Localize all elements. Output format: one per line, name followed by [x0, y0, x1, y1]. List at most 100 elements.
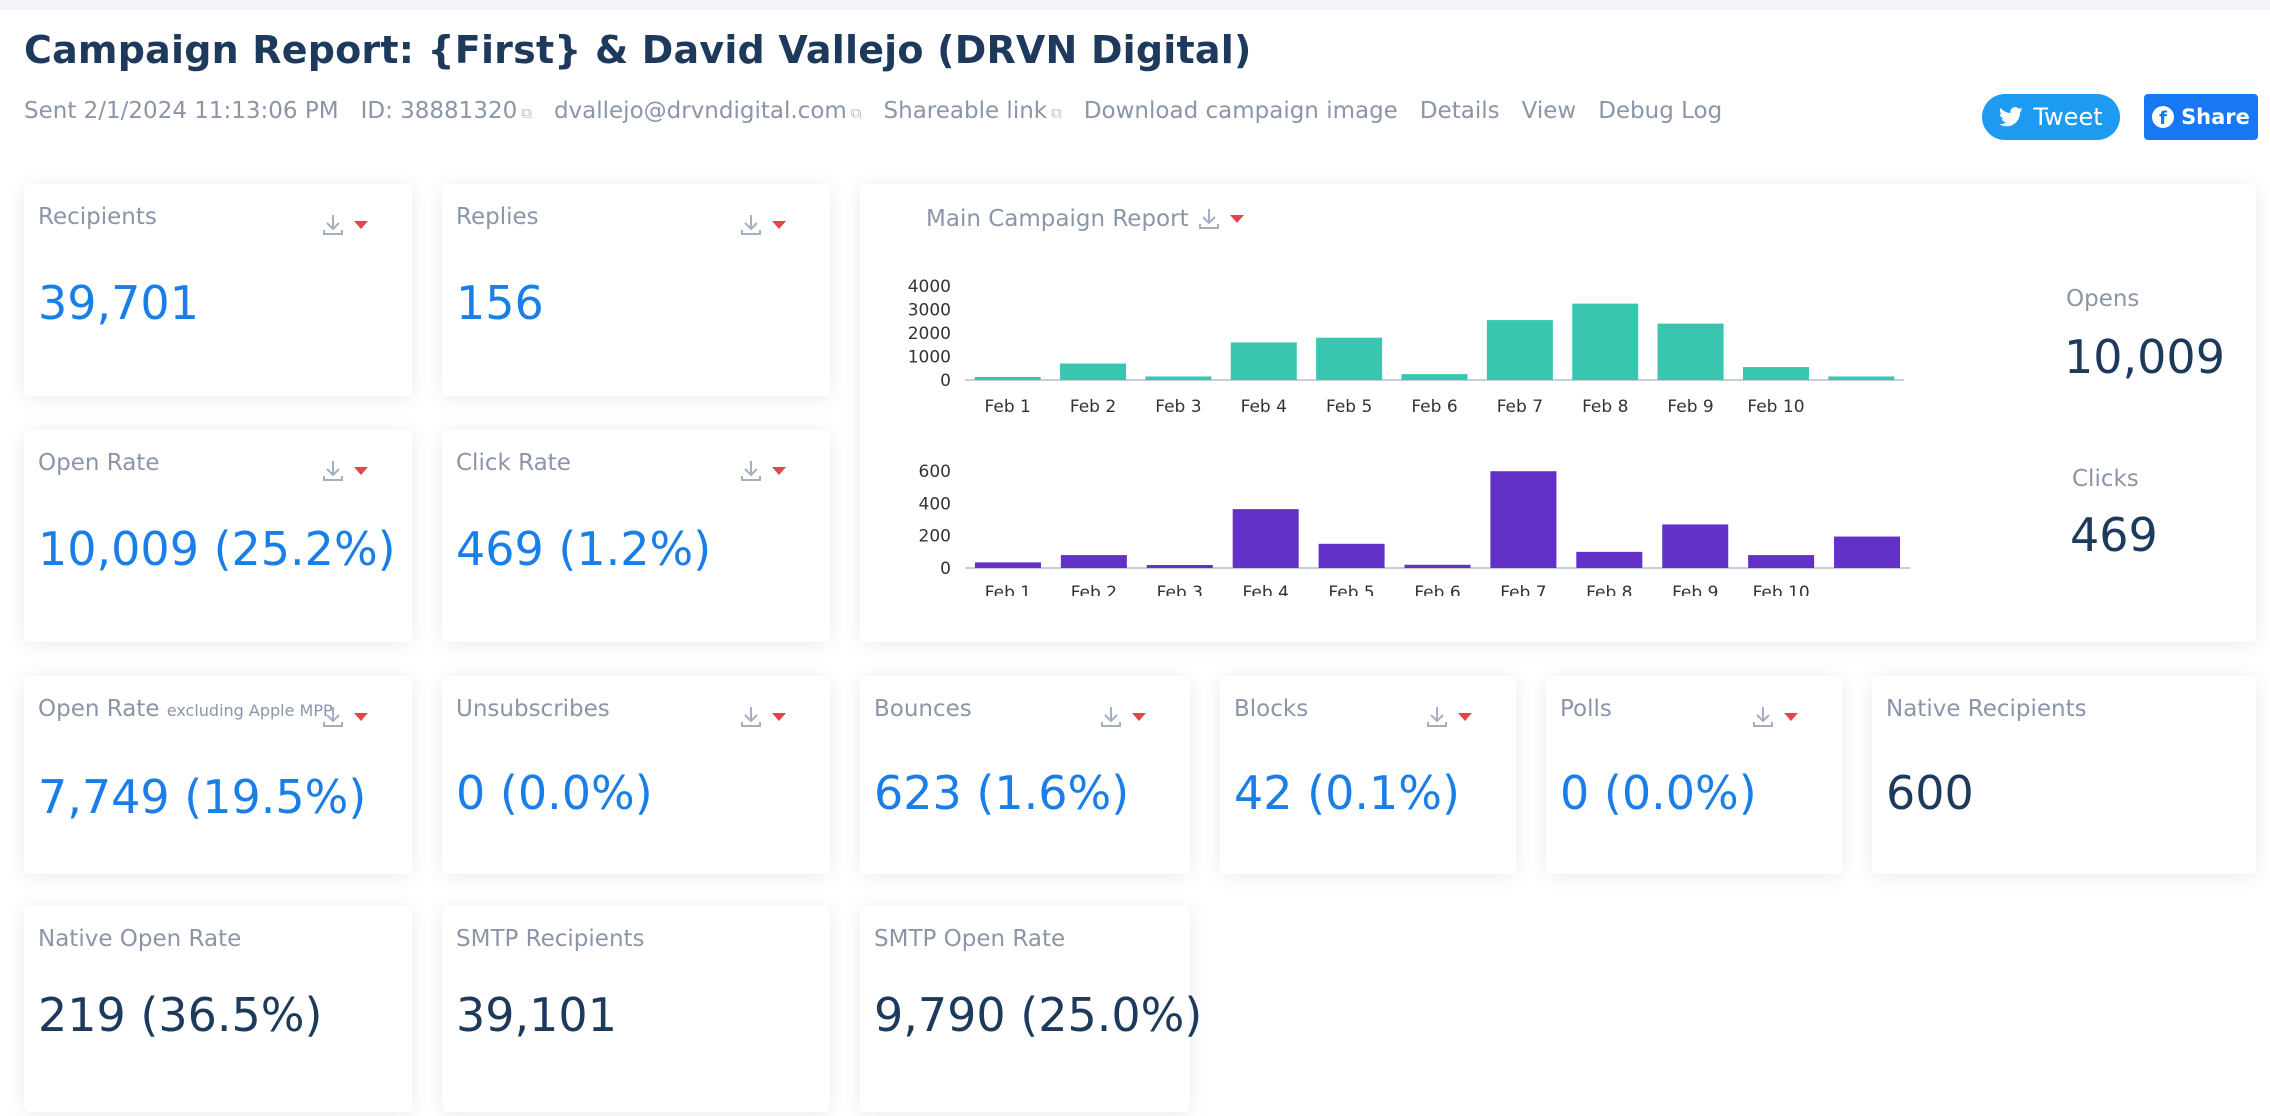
card-value: 623 (1.6%) [874, 766, 1130, 820]
card-tools [320, 212, 368, 238]
view-link[interactable]: View [1521, 98, 1577, 124]
y-tick-label: 400 [919, 494, 951, 514]
tweet-label: Tweet [2033, 103, 2103, 131]
card-tools [738, 458, 786, 484]
bar [1146, 565, 1213, 568]
download-icon[interactable] [1196, 206, 1222, 232]
card-value: 10,009 (25.2%) [38, 522, 396, 576]
y-tick-label: 3000 [908, 301, 951, 321]
copy-icon[interactable]: ⧉ [521, 104, 532, 122]
card-value: 0 (0.0%) [1560, 766, 1757, 820]
download-campaign-image-link[interactable]: Download campaign image [1083, 98, 1398, 124]
download-icon[interactable] [738, 458, 764, 484]
bar [1060, 363, 1127, 380]
sent-date: Sent 2/1/2024 11:13:06 PM [24, 98, 339, 124]
card-label: Recipients [38, 204, 157, 230]
facebook-icon: f [2152, 106, 2175, 128]
card-label: Bounces [874, 696, 972, 722]
x-tick-label: Feb 6 [1411, 397, 1457, 414]
card-value: 0 (0.0%) [456, 766, 653, 820]
caret-down-icon[interactable] [1458, 713, 1472, 721]
copy-icon[interactable]: ⧉ [850, 104, 862, 122]
caret-down-icon[interactable] [354, 713, 368, 721]
share-label: Share [2181, 105, 2250, 129]
download-icon[interactable] [320, 212, 346, 238]
caret-down-icon[interactable] [1230, 215, 1244, 223]
chart-title: Main Campaign Report [926, 206, 1189, 232]
facebook-share-button[interactable]: f Share [2144, 94, 2258, 140]
x-tick-label: Feb 9 [1667, 397, 1713, 414]
smtp-open-rate-card: SMTP Open Rate 9,790 (25.0%) [860, 906, 1202, 1112]
x-tick-label: Feb 1 [985, 397, 1031, 414]
replies-card: Replies 156 [442, 184, 830, 396]
tweet-button[interactable]: Tweet [1982, 94, 2120, 140]
caret-down-icon[interactable] [772, 467, 786, 475]
open-rate-card: Open Rate 10,009 (25.2%) [24, 430, 412, 642]
bar [1060, 555, 1127, 568]
bar [1230, 342, 1297, 380]
card-tools [1750, 704, 1798, 730]
bar [1145, 376, 1212, 380]
open-rate-excluding-mpp-card: Open Rate excluding Apple MPP 7,749 (19.… [24, 676, 412, 874]
debug-log-link[interactable]: Debug Log [1598, 98, 1723, 124]
x-tick-label: Feb 2 [1071, 583, 1117, 596]
x-tick-label: Feb 2 [1070, 397, 1116, 414]
native-recipients-card: Native Recipients 600 [1872, 676, 2256, 874]
download-icon[interactable] [320, 704, 346, 730]
download-icon[interactable] [738, 212, 764, 238]
copy-icon[interactable]: ⧉ [1051, 104, 1062, 122]
caret-down-icon[interactable] [772, 221, 786, 229]
download-icon[interactable] [1098, 704, 1124, 730]
bar [1490, 471, 1557, 568]
opens-label: Opens [2066, 286, 2140, 312]
details-link[interactable]: Details [1419, 98, 1500, 124]
bar [1316, 337, 1383, 380]
bar [1748, 555, 1815, 568]
caret-down-icon[interactable] [772, 713, 786, 721]
download-icon[interactable] [738, 704, 764, 730]
download-icon[interactable] [1424, 704, 1450, 730]
x-tick-label: Feb 5 [1328, 583, 1374, 596]
campaign-id-group[interactable]: ID: 38881320 ⧉ [361, 98, 532, 124]
card-value: 219 (36.5%) [38, 988, 323, 1042]
sender-email-group[interactable]: dvallejo@drvndigital.com ⧉ [554, 98, 862, 124]
clicks-bar-chart: 0 200 400 600 Feb 1 Feb 2 Feb 3 Feb 4 Feb 5 Feb 6… [919, 462, 1910, 596]
card-tools [320, 458, 368, 484]
shareable-link[interactable]: Shareable link ⧉ [884, 98, 1062, 124]
card-value: 156 [456, 276, 544, 330]
card-value: 600 [1886, 766, 1974, 820]
download-icon[interactable] [320, 458, 346, 484]
download-icon[interactable] [1750, 704, 1776, 730]
x-tick-label: Feb 3 [1155, 397, 1201, 414]
card-label: Click Rate [456, 450, 571, 476]
opens-value: 10,009 [2064, 330, 2225, 384]
bar [1828, 376, 1895, 380]
caret-down-icon[interactable] [1132, 713, 1146, 721]
caret-down-icon[interactable] [354, 467, 368, 475]
card-label: SMTP Recipients [456, 926, 645, 952]
bar [1834, 536, 1901, 568]
card-label: Unsubscribes [456, 696, 610, 722]
card-tools [738, 704, 786, 730]
caret-down-icon[interactable] [354, 221, 368, 229]
shareable-link-label: Shareable link [883, 98, 1048, 124]
y-tick-label: 1000 [908, 348, 951, 368]
campaign-id: ID: 38881320 [360, 98, 518, 124]
y-tick-label: 2000 [908, 324, 951, 344]
card-value: 39,701 [38, 276, 199, 330]
x-tick-label: Feb 6 [1414, 583, 1460, 596]
caret-down-icon[interactable] [1784, 713, 1798, 721]
recipients-card: Recipients 39,701 [24, 184, 412, 396]
x-tick-label: Feb 9 [1672, 583, 1718, 596]
x-tick-label: Feb 4 [1241, 397, 1287, 414]
bar [1404, 564, 1471, 568]
bar [974, 377, 1041, 380]
card-tools [1098, 704, 1146, 730]
card-tools [738, 212, 786, 238]
sender-email: dvallejo@drvndigital.com [553, 98, 847, 124]
campaign-report-page: Campaign Report: {First} & David Vallejo… [0, 10, 2270, 1116]
bar [1572, 303, 1639, 380]
x-tick-label: Feb 4 [1243, 583, 1289, 596]
bar [1232, 509, 1299, 568]
card-tools [320, 704, 368, 730]
